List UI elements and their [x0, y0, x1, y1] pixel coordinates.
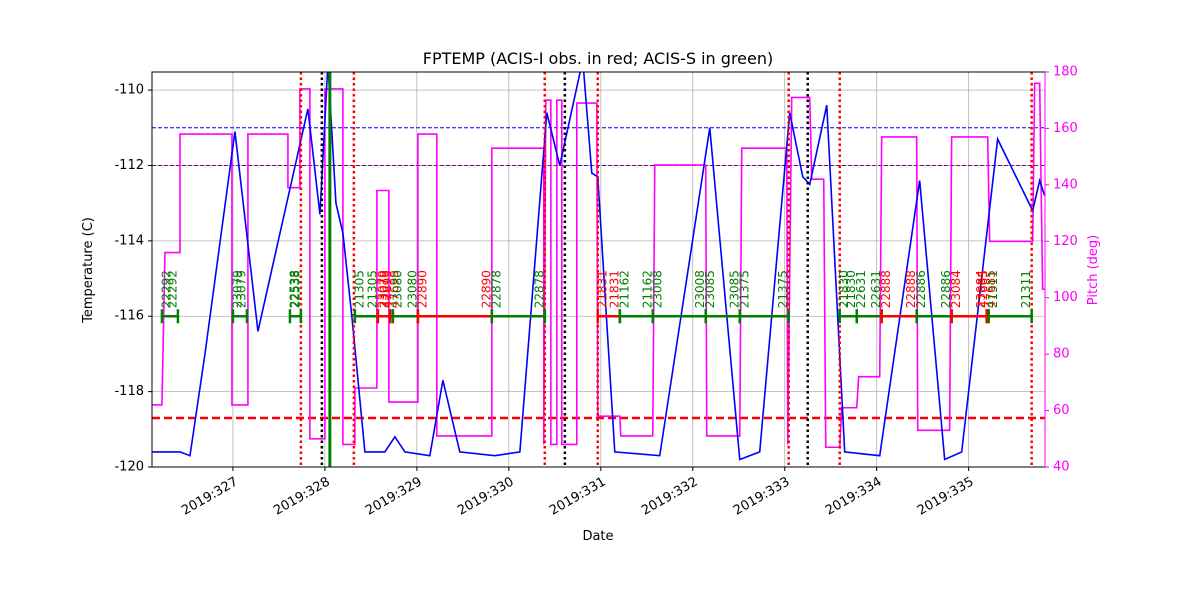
obsid-label: 21162: [640, 270, 654, 308]
obsid-label: 21311: [986, 270, 1000, 308]
y-tick-label: -118: [114, 384, 144, 399]
x-tick-label: 2019:333: [731, 475, 792, 519]
y2-tick-label: 140: [1053, 177, 1078, 192]
y-tick-label: -114: [114, 233, 144, 248]
y-axis-label: Temperature (C): [81, 217, 96, 324]
obsid-label: 22890: [415, 270, 429, 308]
y-tick-label: -120: [114, 460, 144, 475]
obsid-label: 23079: [375, 270, 389, 308]
obsid-label: 21305: [365, 270, 379, 308]
y2-tick-label: 80: [1053, 347, 1070, 362]
obsid-label: 22888: [879, 270, 893, 308]
obsid-label: 22878: [532, 270, 546, 308]
obsid-label: 21162: [617, 270, 631, 308]
obsid-label: 22631: [854, 270, 868, 308]
obsid-label: 23079: [230, 270, 244, 308]
obsid-label: 21375: [776, 270, 790, 308]
chart-title: FPTEMP (ACIS-I obs. in red; ACIS-S in gr…: [423, 49, 773, 68]
obsid-label: 23085: [727, 270, 741, 308]
obsid-label: 47699: [387, 270, 401, 308]
obsid-label: 23085: [703, 270, 717, 308]
obsid-label: 21831: [595, 270, 609, 308]
x-tick-label: 2019:328: [271, 475, 332, 519]
obsid-label: 21305: [352, 270, 366, 308]
obsid-label: 23080: [390, 270, 404, 308]
obsid-label: 23079: [234, 270, 248, 308]
obsid-label: 47685: [984, 270, 998, 308]
obsid-label: 22538: [288, 270, 302, 308]
obsid-label: 22292: [165, 270, 179, 308]
y2-tick-label: 60: [1053, 403, 1070, 418]
obsid-label: 22292: [159, 270, 173, 308]
x-tick-label: 2019:331: [547, 475, 608, 519]
obsid-label: 22538: [287, 270, 301, 308]
x-axis-label: Date: [582, 529, 613, 544]
obsid-label: 21375: [737, 270, 751, 308]
y2-tick-label: 40: [1053, 460, 1070, 475]
obsid-label: 47685: [976, 270, 990, 308]
x-tick-label: 2019:327: [179, 475, 240, 519]
y2-tick-label: 180: [1053, 65, 1078, 80]
x-tick-label: 2019:329: [363, 475, 424, 519]
obsid-label: 21830: [844, 270, 858, 308]
obsid-label: 22886: [914, 270, 928, 308]
obsid-label: 22886: [939, 270, 953, 308]
y2-axis-label: Pitch (deg): [1086, 235, 1101, 305]
x-tick-label: 2019:330: [455, 475, 516, 519]
obsid-label: 23084: [949, 270, 963, 308]
obsid-label: 47699: [380, 270, 394, 308]
obsid-label: 22631: [869, 270, 883, 308]
y2-tick-label: 160: [1053, 121, 1078, 136]
pitch-line: [152, 82, 1045, 449]
obsid-label: 22878: [489, 270, 503, 308]
obsid-label: 23080: [405, 270, 419, 308]
obsid-label: 22890: [479, 270, 493, 308]
y-tick-label: -112: [114, 158, 144, 173]
obsid-label: 23079: [377, 270, 391, 308]
x-tick-label: 2019:335: [915, 475, 976, 519]
y2-tick-label: 120: [1053, 234, 1078, 249]
obsid-label: 21311: [1019, 270, 1033, 308]
obsid-label: 22888: [904, 270, 918, 308]
x-tick-label: 2019:332: [639, 475, 700, 519]
obsid-label: 21831: [607, 270, 621, 308]
obsid-label: 21830: [837, 270, 851, 308]
y-tick-label: -110: [114, 83, 144, 98]
y-tick-label: -116: [114, 309, 144, 324]
obsid-label: 23084: [974, 270, 988, 308]
y2-tick-label: 100: [1053, 290, 1078, 305]
x-tick-label: 2019:334: [823, 475, 884, 519]
obsid-label: 23008: [693, 270, 707, 308]
obsid-label: 23008: [650, 270, 664, 308]
